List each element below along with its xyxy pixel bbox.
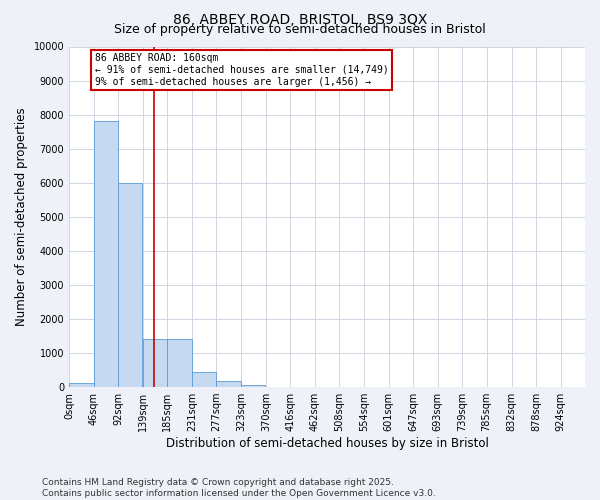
Bar — [94, 122, 118, 387]
Text: Size of property relative to semi-detached houses in Bristol: Size of property relative to semi-detach… — [114, 22, 486, 36]
X-axis label: Distribution of semi-detached houses by size in Bristol: Distribution of semi-detached houses by … — [166, 437, 488, 450]
Text: Contains HM Land Registry data © Crown copyright and database right 2025.
Contai: Contains HM Land Registry data © Crown c… — [42, 478, 436, 498]
Bar — [167, 340, 192, 387]
Bar — [241, 386, 265, 387]
Y-axis label: Number of semi-detached properties: Number of semi-detached properties — [15, 108, 28, 326]
Bar — [143, 340, 167, 387]
Text: 86, ABBEY ROAD, BRISTOL, BS9 3QX: 86, ABBEY ROAD, BRISTOL, BS9 3QX — [173, 12, 427, 26]
Bar — [217, 381, 241, 387]
Bar — [69, 383, 94, 387]
Bar — [192, 372, 217, 387]
Text: 86 ABBEY ROAD: 160sqm
← 91% of semi-detached houses are smaller (14,749)
9% of s: 86 ABBEY ROAD: 160sqm ← 91% of semi-deta… — [95, 54, 388, 86]
Bar — [118, 182, 142, 387]
